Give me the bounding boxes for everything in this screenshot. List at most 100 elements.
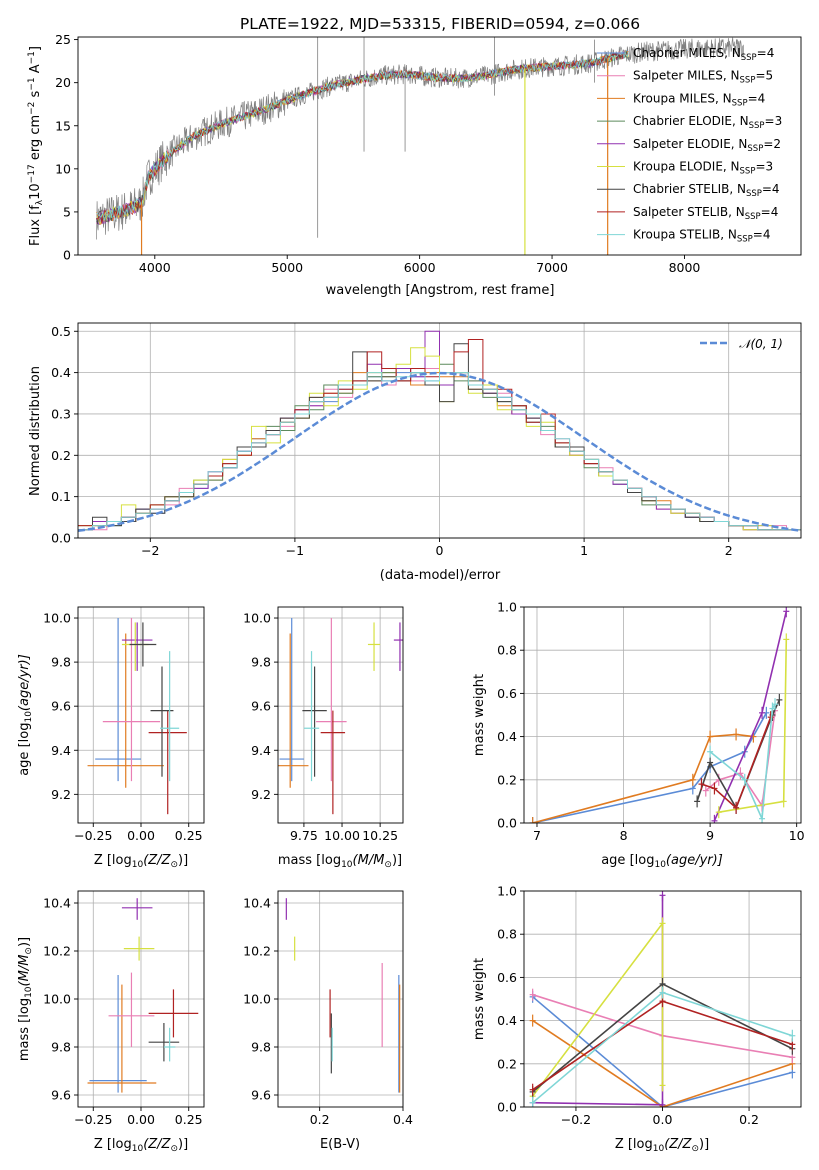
x-tick-label: −0.2 xyxy=(561,1112,591,1127)
observed-spectrum-line xyxy=(96,37,745,240)
histogram-legend: 𝒩(0, 1) xyxy=(700,337,783,351)
mass-age-x-label: mass [log10(M/M⊙)] xyxy=(278,853,402,870)
y-tick-label: 0.0 xyxy=(497,1100,517,1115)
line-clip-group xyxy=(529,891,796,1107)
legend-label: Salpeter STELIB, NSSP=4 xyxy=(633,205,778,222)
histogram-axes-frame xyxy=(77,322,802,539)
x-tick-label: 0.25 xyxy=(175,1112,203,1127)
chabrier-stelib-errorbar xyxy=(302,666,327,777)
ebv-mass-axes-frame xyxy=(277,890,404,1108)
legend-label-tail: =3 xyxy=(765,114,783,128)
ebv-mass-ticks: 0.2 0.4 9.6 9.8 10.0 10.2 10.4 xyxy=(243,891,413,1127)
z-mass-ticks: −0.25 0.00 0.25 9.6 9.8 10.0 10.2 10.4 xyxy=(43,891,204,1127)
y-tick-label: 9.8 xyxy=(51,655,71,670)
y-tick-label: 0.5 xyxy=(51,324,71,339)
y-tick-label: 9.2 xyxy=(251,787,271,802)
mass-age-panel: 9.75 10.00 10.25 9.2 9.4 9.6 9.8 10.0 mass [log… xyxy=(243,606,404,870)
x-tick-label: −2 xyxy=(141,543,159,558)
y-tick-label: 10.4 xyxy=(43,896,71,911)
salpeter-elodie-errorbar xyxy=(121,898,153,920)
salpeter-stelib-weight-line xyxy=(701,716,772,810)
x-tick-label: 7 xyxy=(533,828,541,843)
y-tick-label: 15 xyxy=(55,118,71,133)
kroupa-stelib-errorbar xyxy=(303,651,320,782)
chabrier-miles-errorbar xyxy=(279,618,304,782)
salpeter-stelib-errorbar xyxy=(148,989,199,1038)
salpeter-elodie-errorbar xyxy=(121,622,153,671)
x-tick-label: 0.00 xyxy=(127,828,155,843)
legend-label-sub: SSP xyxy=(740,76,756,86)
x-tick-label: 8000 xyxy=(669,260,701,275)
metallicity-mass-panel: −0.25 0.00 0.25 9.6 9.8 10.0 10.2 10.4 Z [log10… xyxy=(17,890,205,1154)
histogram-clip-group xyxy=(78,330,801,533)
y-tick-label: 0.4 xyxy=(497,1013,517,1028)
legend-label: Chabrier STELIB, NSSP=4 xyxy=(633,182,780,199)
salpeter-stelib-errorbar xyxy=(320,710,346,815)
errorbar-clip-group xyxy=(87,898,199,1093)
x-tick-label: 10.25 xyxy=(362,828,398,843)
legend-label-sub: SSP xyxy=(749,121,765,131)
z-weight-axes-frame xyxy=(523,890,802,1108)
x-tick-label: 10 xyxy=(789,828,805,843)
legend-label-tail: =2 xyxy=(763,137,781,151)
x-tick-label: 0.4 xyxy=(393,1112,413,1127)
ebv-mass-plot-area xyxy=(285,898,401,1093)
age-weight-axes-frame xyxy=(523,606,802,824)
age-weight-plot-area xyxy=(529,607,790,823)
kroupa-stelib-histogram-step xyxy=(78,372,801,531)
legend-label-main: Kroupa STELIB, N xyxy=(633,228,737,242)
kroupa-miles-weight-line xyxy=(532,1019,793,1107)
z-mass-axes-frame xyxy=(77,890,205,1108)
y-tick-label: 0.6 xyxy=(497,970,517,985)
extinction-mass-panel: 0.2 0.4 9.6 9.8 10.0 10.2 10.4 E(B-V) xyxy=(243,890,413,1152)
x-tick-label: 0 xyxy=(436,543,444,558)
y-tick-label: 0.6 xyxy=(497,686,517,701)
legend-label-tail: =4 xyxy=(748,91,766,105)
legend-label-main: Kroupa ELODIE, N xyxy=(633,160,740,174)
legend-label: Kroupa STELIB, NSSP=4 xyxy=(633,228,771,245)
x-tick-label: 10.00 xyxy=(324,828,360,843)
legend-label: Chabrier ELODIE, NSSP=3 xyxy=(633,114,782,131)
x-tick-label: 0.0 xyxy=(653,1112,673,1127)
spectrum-title: PLATE=1922, MJD=53315, FIBERID=0594, z=0… xyxy=(240,15,640,33)
spectrum-clip-group xyxy=(96,37,745,255)
x-tick-label: 8 xyxy=(620,828,628,843)
z-weight-y-label: mass weight xyxy=(472,958,487,1040)
mass-age-axes-frame xyxy=(277,606,404,824)
legend-label-sub: SSP xyxy=(732,98,748,108)
histogram-y-label: Normed distribution xyxy=(28,366,43,496)
y-tick-label: 0.3 xyxy=(51,406,71,421)
z-age-ticks: −0.25 0.00 0.25 9.2 9.4 9.6 9.8 10.0 xyxy=(43,607,204,843)
y-tick-label: 10.0 xyxy=(43,611,71,626)
x-tick-label: 2 xyxy=(725,543,733,558)
y-tick-label: 9.2 xyxy=(51,787,71,802)
legend-label-main: Salpeter ELODIE, N xyxy=(633,137,747,151)
spectrum-y-label: Flux [fλ10−17 erg cm−2 s−1 A−1] xyxy=(27,46,45,246)
y-tick-label: 9.4 xyxy=(51,743,71,758)
y-tick-label: 0.4 xyxy=(497,729,517,744)
legend-label-main: Salpeter MILES, N xyxy=(633,69,740,83)
metallicity-age-panel: −0.25 0.00 0.25 9.2 9.4 9.6 9.8 10.0 Z [log10(Z… xyxy=(17,606,205,870)
legend-label: Kroupa ELODIE, NSSP=3 xyxy=(633,160,773,177)
z-age-axes-frame xyxy=(77,606,205,824)
legend-label-main: Chabrier STELIB, N xyxy=(633,182,746,196)
y-tick-label: 5 xyxy=(63,204,71,219)
legend-label-sub: SSP xyxy=(740,167,756,177)
x-tick-label: 9 xyxy=(706,828,714,843)
y-tick-label: 9.6 xyxy=(251,1088,271,1103)
legend-label-sub: SSP xyxy=(745,212,761,222)
legend-label: Salpeter ELODIE, NSSP=2 xyxy=(633,137,781,154)
x-tick-label: 6000 xyxy=(404,260,436,275)
legend-label-tail: =4 xyxy=(762,182,780,196)
kroupa-miles-errorbar xyxy=(278,633,309,788)
metallicity-weight-panel: −0.2 0.0 0.2 0.0 0.2 0.4 0.6 0.8 1.0 Z [log10(Z/… xyxy=(472,884,802,1154)
x-tick-label: 5000 xyxy=(271,260,303,275)
histogram-plot-area xyxy=(78,330,801,533)
y-tick-label: 9.4 xyxy=(251,743,271,758)
legend-label-main: Salpeter STELIB, N xyxy=(633,205,745,219)
legend-normal-label: 𝒩(0, 1) xyxy=(739,337,783,351)
legend-label-main: Kroupa MILES, N xyxy=(633,91,732,105)
kroupa-stelib-errorbar xyxy=(160,651,180,782)
